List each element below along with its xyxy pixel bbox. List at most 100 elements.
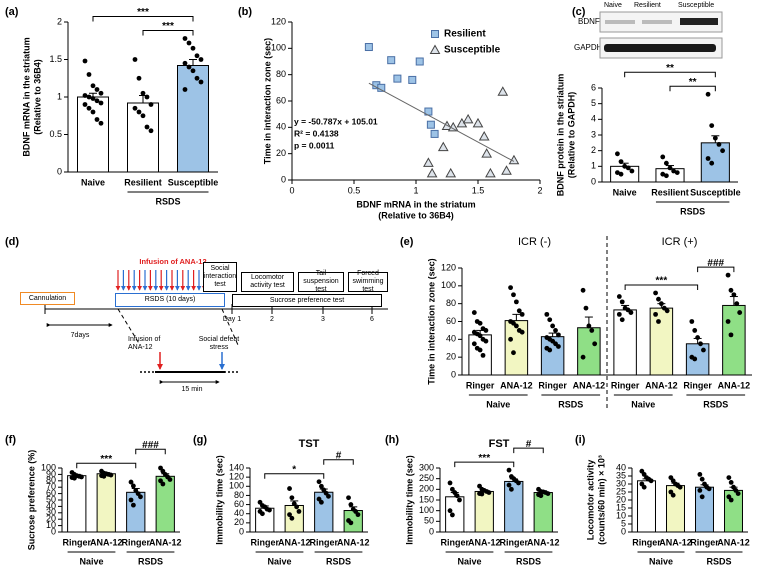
panel-label: (g) [193,434,207,446]
data-point [726,475,732,480]
data-point [670,492,676,498]
significance-bracket [76,462,137,469]
y-tick-label: 1 [591,161,596,171]
significance-label: *** [137,7,149,18]
data-point [471,341,477,347]
group-label: RSDS [516,556,541,566]
x-tick-label: Ringer [62,537,91,547]
data-point [720,148,725,154]
data-point [698,341,703,347]
data-point [628,310,634,315]
significance-label: ** [666,63,674,74]
panel-label: (h) [385,434,399,446]
y-tick-label: 0 [57,166,62,176]
data-point [725,272,731,278]
x-tick-label: ANA-12 [500,380,533,390]
data-point [653,311,658,317]
data-point [289,515,295,521]
data-point [364,43,373,52]
data-point [348,502,354,507]
bar [613,309,637,376]
y-tick-label: 10 [46,520,56,530]
x-tick-label: Ringer [309,537,338,547]
x-tick-label: ANA-12 [527,537,560,547]
chart-title: FST [489,438,510,450]
data-point [90,83,96,89]
y-axis-label: BDNF mRNA in the striatum [21,37,31,156]
significance-bracket [454,461,515,468]
data-point [86,94,92,100]
data-point [140,113,146,119]
data-point [445,167,457,178]
significance-bracket [323,459,354,465]
y-tick-label: 10 [616,510,626,520]
significance-label: * [292,464,296,475]
y-tick-label: 0 [621,526,626,536]
data-point [182,87,188,92]
significance-bracket [264,473,325,479]
data-point [457,497,462,503]
data-point [94,98,100,104]
y-tick-label: 30 [46,507,56,517]
x-tick-label: Susceptible [690,187,741,197]
bar [177,65,209,173]
group-label: Naive [79,556,103,566]
y-tick-label: 5 [591,98,596,108]
data-point [326,493,331,499]
x-tick-label: ANA-12 [645,380,678,390]
x-tick-label: Ringer [538,380,567,390]
bar [649,307,674,376]
data-point [697,472,703,477]
x-tick-label: ANA-12 [337,537,370,547]
data-point [648,478,654,484]
data-point [481,148,493,158]
y-tick-label: 0 [451,369,456,379]
data-point [472,117,484,128]
group-label: Naive [631,399,655,409]
group-label: Naive [457,556,481,566]
data-point [486,490,492,495]
data-point [267,507,272,513]
significance-bracket [624,71,716,78]
y-tick-label: 100 [41,462,56,472]
y-tick-label: 20 [616,494,626,504]
significance-label: # [336,450,342,461]
interval-label: 7days [70,332,90,339]
data-point [98,120,104,126]
data-point [516,308,522,314]
y-tick-label: 250 [419,473,434,483]
data-point [663,173,669,179]
data-point [287,512,292,518]
y-tick-label: 40 [46,501,56,511]
rsds-box: RSDS (10 days) [115,293,225,307]
data-point [94,87,100,92]
data-point [130,502,136,508]
bar [474,490,494,533]
y-tick-label: 80 [234,490,244,500]
data-point [194,75,200,81]
data-point [629,168,635,174]
blot-band [642,20,672,24]
y-tick-label: 60 [46,488,56,498]
x-tick-label: ANA-12 [278,537,311,547]
x-axis-label: BDNF mRNA in the striatum [356,199,475,209]
data-point [477,320,483,326]
data-point [592,341,598,347]
data-point [393,74,402,83]
data-point [82,58,88,64]
data-point [583,305,589,311]
annotation: R² = 0.4138 [294,128,339,138]
x-tick-label: Resilient [651,187,689,197]
y-tick-label: 100 [271,43,286,53]
x-tick-label: Ringer [632,537,661,547]
data-point [167,477,173,482]
data-point [415,57,424,66]
x-tick-label: Naive [81,177,105,187]
data-point [447,121,459,132]
inset-infusion: Infusion of ANA-12 [128,336,161,351]
sucrose-box: Sucrose preference test [232,294,382,307]
annotation: p = 0.0011 [294,140,335,150]
data-point [82,102,88,107]
significance-label: ### [707,258,724,269]
significance-bracket [669,85,716,92]
